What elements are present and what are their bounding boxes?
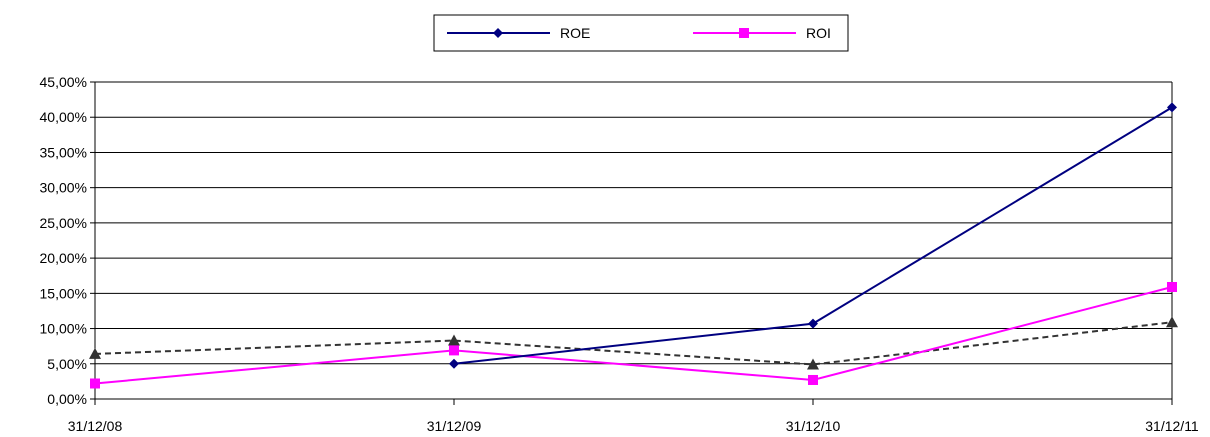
y-tick-label: 30,00%: [40, 180, 87, 196]
y-tick-label: 5,00%: [47, 356, 87, 372]
legend-marker: [493, 28, 503, 38]
legend-label: ROI: [806, 25, 831, 41]
data-point: [1167, 102, 1177, 113]
x-axis-ticks: 31/12/08 31/12/09 31/12/10 31/12/11: [68, 399, 1199, 434]
series-line: [94, 286, 1173, 385]
legend-item-roi: ROI: [693, 25, 831, 41]
legend-marker: [739, 28, 749, 38]
x-tick-label: 31/12/09: [427, 418, 482, 434]
y-axis-ticks: 0,00% 5,00% 10,00% 15,00% 20,00% 25,00% 30,00%…: [40, 74, 95, 407]
data-point: [808, 374, 818, 385]
y-tick-label: 10,00%: [40, 321, 87, 337]
y-tick-label: 15,00%: [40, 285, 87, 301]
x-tick-label: 31/12/11: [1145, 418, 1199, 434]
series-unlabeled: [89, 316, 1178, 370]
data-point: [449, 345, 459, 356]
data-point: [90, 378, 100, 389]
y-tick-label: 35,00%: [40, 144, 87, 160]
y-tick-label: 25,00%: [40, 215, 87, 231]
series-roe: [449, 102, 1177, 369]
series-roi: [90, 281, 1177, 389]
legend: ROE ROI: [433, 14, 849, 52]
axes: [94, 82, 1173, 400]
legend-item-roe: ROE: [447, 25, 590, 41]
data-point: [89, 347, 101, 359]
data-point: [1167, 281, 1177, 292]
grid-lines: [95, 81, 1172, 400]
data-point: [1166, 316, 1178, 328]
data-point: [449, 358, 459, 369]
y-tick-label: 45,00%: [40, 74, 87, 90]
x-tick-label: 31/12/10: [786, 418, 841, 434]
data-point: [808, 318, 818, 329]
data-point: [807, 358, 819, 370]
legend-label: ROE: [560, 25, 590, 41]
y-tick-label: 40,00%: [40, 109, 87, 125]
y-tick-label: 0,00%: [47, 391, 87, 407]
x-tick-label: 31/12/08: [68, 418, 123, 434]
data-point: [448, 334, 460, 346]
y-tick-label: 20,00%: [40, 250, 87, 266]
series-group: [89, 102, 1178, 389]
